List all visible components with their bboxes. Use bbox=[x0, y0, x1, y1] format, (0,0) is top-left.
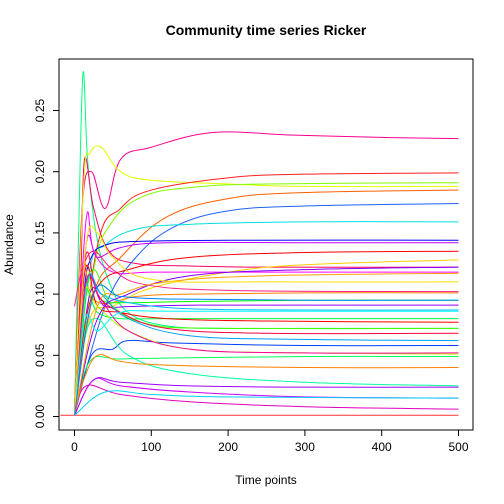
series-line-35 bbox=[74, 272, 459, 416]
series-line-14 bbox=[74, 262, 459, 413]
series-line-16 bbox=[74, 287, 459, 415]
chart-title: Community time series Ricker bbox=[166, 22, 367, 38]
series-line-19 bbox=[74, 265, 459, 415]
series-line-5 bbox=[74, 172, 459, 416]
series-line-18 bbox=[74, 288, 459, 415]
series-line-13 bbox=[74, 259, 459, 415]
x-tick-label: 100 bbox=[141, 440, 161, 454]
y-tick-label: 0.25 bbox=[33, 98, 47, 122]
series-line-36 bbox=[74, 310, 459, 415]
x-tick-label: 300 bbox=[295, 440, 315, 454]
y-axis: 0.00 0.05 0.10 0.15 0.20 0.25 bbox=[33, 98, 59, 428]
series-line-34 bbox=[74, 266, 459, 416]
series-line-33 bbox=[74, 250, 459, 416]
series-line-39 bbox=[74, 225, 459, 415]
x-tick-label: 200 bbox=[218, 440, 238, 454]
series-line-10 bbox=[74, 239, 459, 415]
series-line-23 bbox=[74, 339, 459, 416]
y-tick-label: 0.20 bbox=[33, 160, 47, 184]
y-tick-label: 0.00 bbox=[33, 404, 47, 428]
y-tick-label: 0.10 bbox=[33, 282, 47, 306]
series-line-6 bbox=[74, 182, 459, 416]
y-tick-label: 0.05 bbox=[33, 343, 47, 367]
plot-frame bbox=[58, 58, 474, 431]
series-line-37 bbox=[74, 354, 459, 415]
series-line-38 bbox=[74, 390, 459, 416]
x-axis-label: Time points bbox=[235, 473, 297, 487]
series-line-4 bbox=[74, 145, 459, 413]
x-tick-label: 400 bbox=[372, 440, 392, 454]
x-tick-label: 500 bbox=[448, 440, 468, 454]
y-axis-label: Abundance bbox=[2, 214, 16, 275]
series-line-26 bbox=[74, 355, 459, 416]
series-line-12 bbox=[74, 211, 459, 412]
series-line-8 bbox=[74, 203, 459, 415]
y-tick-label: 0.15 bbox=[33, 221, 47, 245]
series-line-25 bbox=[74, 274, 459, 415]
x-axis: 0 100 200 300 400 500 bbox=[71, 430, 469, 454]
x-tick-label: 0 bbox=[71, 440, 78, 454]
series-line-2 bbox=[74, 156, 459, 416]
series-line-30 bbox=[74, 384, 459, 416]
series-line-32 bbox=[74, 250, 459, 307]
series-layer bbox=[60, 71, 459, 416]
series-line-40 bbox=[74, 284, 459, 416]
